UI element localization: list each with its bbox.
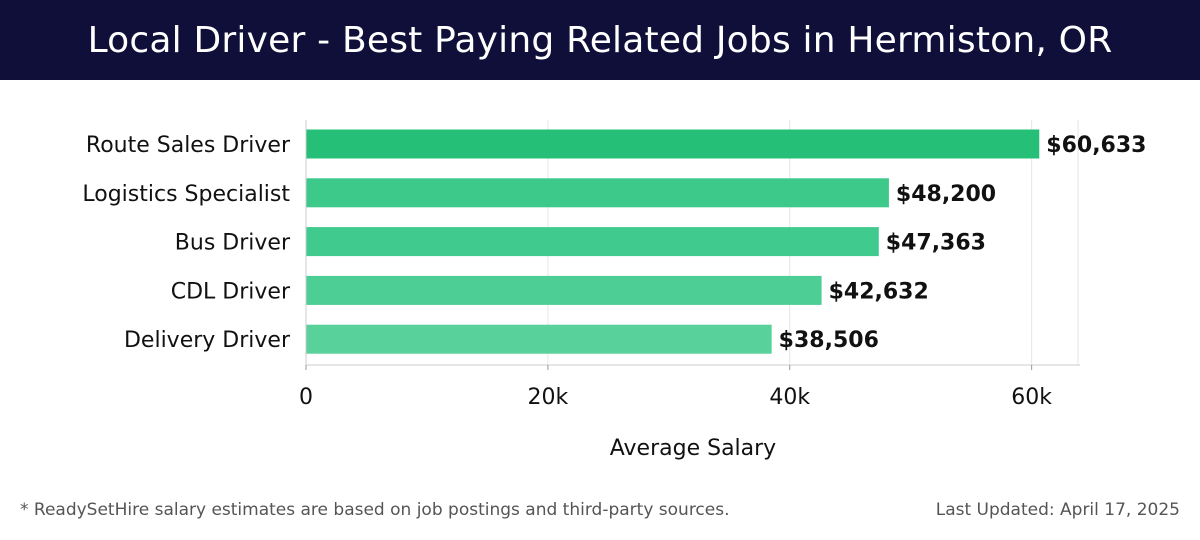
bar <box>306 227 879 257</box>
bar-chart: 0 20k 40k 60k Average Salary Route Sales Dri… <box>82 120 1146 461</box>
value-label: $38,506 <box>779 328 879 353</box>
category-label: Route Sales Driver <box>86 133 291 158</box>
value-label: $60,633 <box>1046 133 1146 158</box>
bar <box>306 324 772 354</box>
category-label: Logistics Specialist <box>82 182 290 207</box>
value-label: $47,363 <box>886 231 986 256</box>
category-label: Bus Driver <box>175 231 291 256</box>
value-label: $48,200 <box>896 182 996 207</box>
x-tick-label: 60k <box>1011 385 1052 410</box>
x-tick-label: 40k <box>769 385 810 410</box>
x-tick-label: 0 <box>299 385 313 410</box>
x-axis-title: Average Salary <box>610 436 776 461</box>
chart-header: Local Driver - Best Paying Related Jobs … <box>0 0 1200 80</box>
labels: Route Sales Driver $60,633 Logistics Speci… <box>82 133 1146 353</box>
footnote: * ReadySetHire salary estimates are base… <box>20 500 730 520</box>
last-updated: Last Updated: April 17, 2025 <box>935 500 1180 520</box>
bar <box>306 129 1040 159</box>
x-axis: 0 20k 40k 60k Average Salary <box>299 120 1080 461</box>
chart-title: Local Driver - Best Paying Related Jobs … <box>87 19 1113 61</box>
value-label: $42,632 <box>829 279 929 304</box>
category-label: Delivery Driver <box>124 328 291 353</box>
x-tick-label: 20k <box>528 385 569 410</box>
bars <box>306 129 1040 354</box>
bar <box>306 178 889 208</box>
bar <box>306 275 822 305</box>
category-label: CDL Driver <box>171 279 291 304</box>
